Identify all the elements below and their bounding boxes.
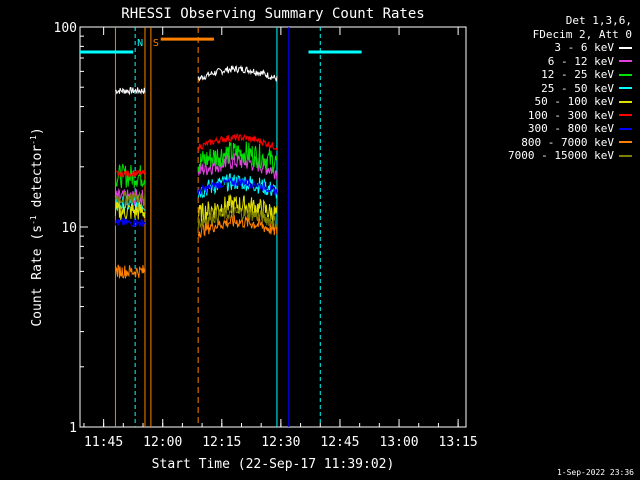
legend-swatch — [619, 60, 632, 63]
series-segment — [114, 163, 146, 189]
series-segment — [114, 201, 146, 222]
series-12-25kev — [114, 141, 278, 189]
legend-swatch — [619, 87, 632, 90]
x-tick-label: 13:00 — [379, 435, 418, 450]
series-segment — [197, 176, 278, 196]
legend-entry: 800 - 7000 keV — [462, 136, 632, 150]
x-tick-label: 12:30 — [261, 435, 300, 450]
legend-label: 12 - 25 keV — [541, 68, 614, 81]
legend-label: 100 - 300 keV — [527, 108, 614, 122]
chart-title: RHESSI Observing Summary Count Rates — [121, 6, 424, 22]
series-segment — [114, 264, 146, 279]
x-tick-label: 12:45 — [320, 435, 359, 450]
y-axis-label-sup1: -1 — [29, 215, 38, 225]
series-segment — [197, 206, 278, 230]
timestamp: 1-Sep-2022 23:36 — [556, 468, 634, 477]
legend: Det 1,3,6, FDecim 2, Att 0 3 - 6 keV 6 - … — [462, 14, 632, 163]
y-axis-label-part2: detector — [30, 145, 45, 216]
series-100-300kev — [115, 133, 278, 179]
legend-swatch — [619, 46, 632, 49]
x-tick-label: 12:15 — [202, 435, 241, 450]
series-segment — [114, 190, 146, 205]
series-7000-15000kev — [114, 190, 278, 230]
series-segment — [197, 173, 278, 199]
legend-entry: 3 - 6 keV — [462, 41, 632, 55]
y-axis-label-sup2: -1 — [29, 135, 38, 145]
x-tick-label: 12:00 — [143, 435, 182, 450]
legend-label: 300 - 800 keV — [527, 122, 614, 135]
x-tick-label: 13:15 — [439, 435, 478, 450]
legend-swatch — [619, 100, 632, 103]
legend-header-line2: FDecim 2, Att 0 — [532, 27, 632, 41]
legend-swatch — [619, 73, 632, 76]
legend-entry: 100 - 300 keV — [462, 109, 632, 123]
series-segment — [115, 86, 146, 96]
x-axis-label: Start Time (22-Sep-17 11:39:02) — [152, 457, 395, 472]
legend-entries: 3 - 6 keV 6 - 12 keV 12 - 25 keV 25 - 50 ke… — [462, 41, 632, 163]
legend-swatch — [619, 154, 632, 157]
y-tick-label: 100 — [54, 21, 77, 36]
legend-entry: 6 - 12 keV — [462, 55, 632, 69]
legend-header-line1: Det 1,3,6, — [565, 14, 632, 27]
y-axis-label: Count Rate (s-1 detector-1) — [29, 127, 45, 326]
y-tick-label: 10 — [61, 221, 77, 236]
legend-label: 7000 - 15000 keV — [508, 149, 614, 162]
axis-ticks: 11:45 12:00 12:15 12:30 12:45 13:00 13:15 1 10 10… — [54, 21, 478, 450]
legend-entry: 300 - 800 keV — [462, 122, 632, 136]
series-segment — [197, 133, 278, 152]
series-segment — [115, 168, 146, 179]
series-50-100kev — [114, 193, 278, 224]
legend-swatch — [619, 127, 632, 130]
legend-entry: 7000 - 15000 keV — [462, 149, 632, 163]
legend-swatch — [619, 141, 632, 144]
series-800-7000kev — [114, 213, 278, 279]
legend-entry: 50 - 100 keV — [462, 95, 632, 109]
legend-entry: 25 - 50 keV — [462, 82, 632, 96]
legend-entry: 12 - 25 keV — [462, 68, 632, 82]
series-3-6kev — [115, 64, 278, 96]
legend-label: 50 - 100 keV — [534, 95, 614, 108]
legend-label: 25 - 50 keV — [541, 81, 614, 95]
series-segment — [197, 64, 278, 82]
series-segment — [197, 213, 278, 239]
series-segment — [197, 193, 278, 224]
legend-label: 800 - 7000 keV — [521, 135, 614, 149]
annotation-n: N — [137, 38, 143, 49]
x-tick-label: 11:45 — [84, 435, 123, 450]
y-axis-label-end: ) — [30, 127, 45, 135]
y-tick-label: 1 — [69, 421, 77, 436]
legend-swatch — [619, 114, 632, 117]
series-300-800kev — [114, 176, 278, 229]
series-segment — [197, 141, 278, 173]
series-segment — [114, 217, 146, 229]
y-axis-label-part1: Count Rate (s — [30, 225, 45, 327]
annotation-s: S — [153, 38, 159, 49]
legend-label: 3 - 6 keV — [554, 41, 614, 54]
legend-label: 6 - 12 keV — [547, 54, 614, 68]
